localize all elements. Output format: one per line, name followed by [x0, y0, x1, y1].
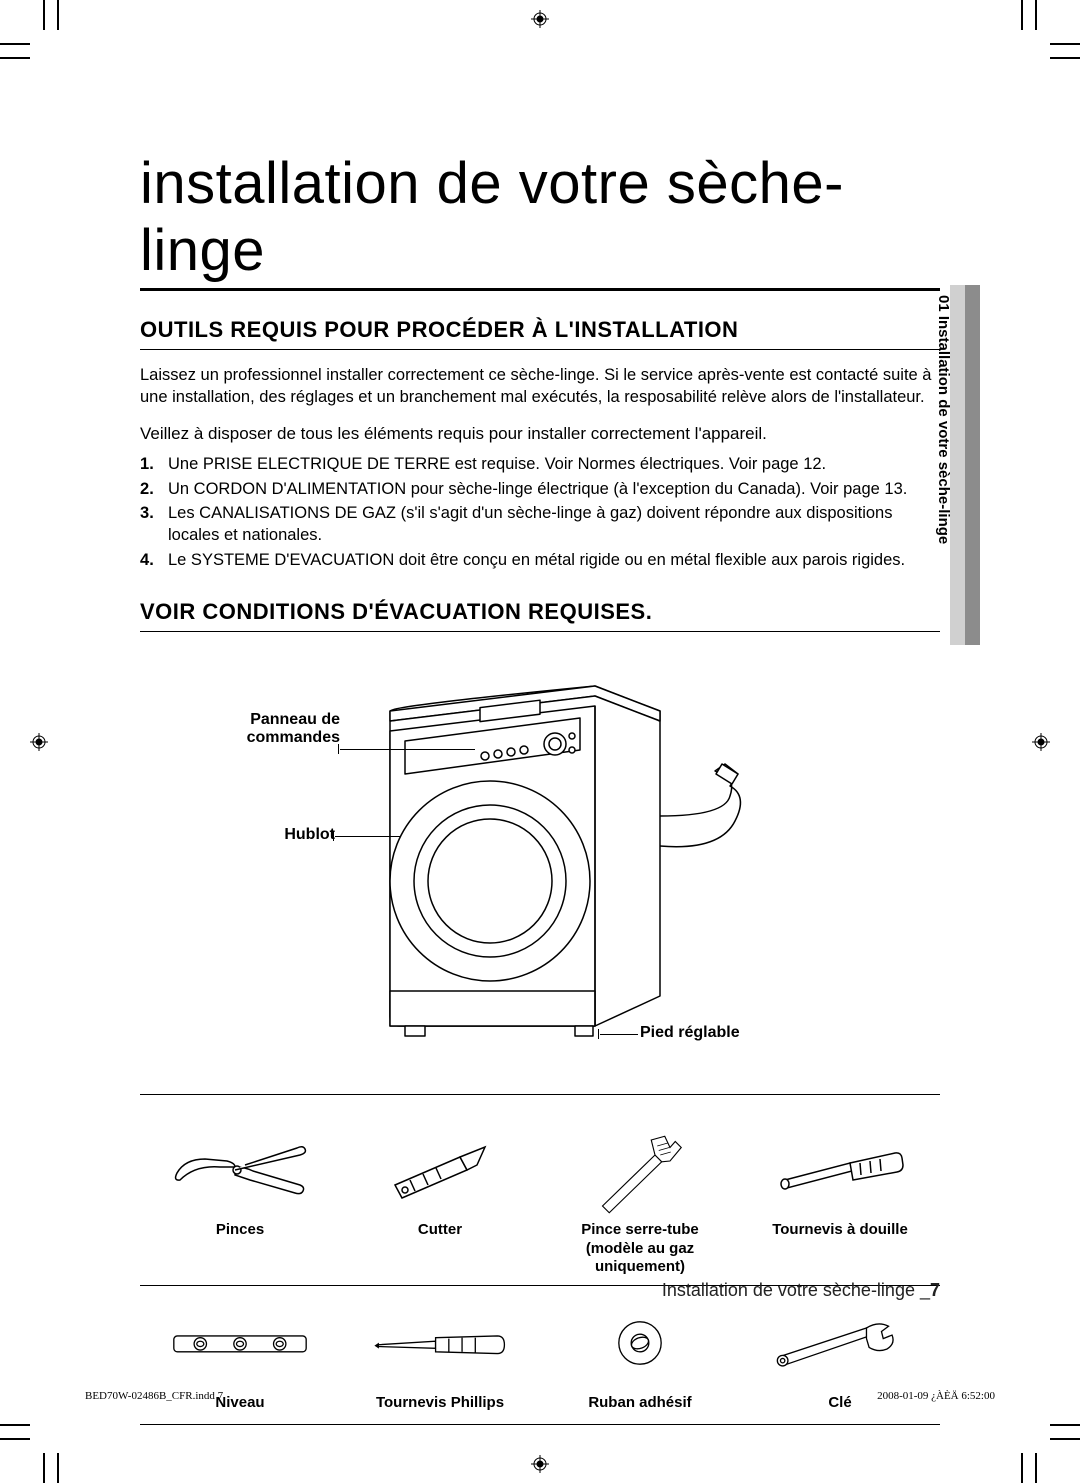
intro-paragraph: Laissez un professionnel installer corre… — [140, 364, 940, 409]
cutter-icon — [365, 1125, 515, 1215]
crop-mark — [0, 1438, 30, 1440]
print-footer-right: 2008-01-09 ¿ÀÈÄ 6:52:00 — [877, 1390, 995, 1402]
print-footer-left: BED70W-02486B_CFR.indd 7 — [85, 1390, 223, 1402]
registration-mark-icon — [1032, 733, 1050, 751]
crop-mark — [1050, 43, 1080, 45]
callout-label: Hublot — [284, 826, 335, 843]
tool-row: Pinces Cutter Pince serre-tube (modèle a… — [140, 1113, 940, 1286]
requirement-item: Les CANALISATIONS DE GAZ (s'il s'agit d'… — [140, 502, 940, 547]
footer-text: Installation de votre sèche-linge _ — [662, 1280, 930, 1300]
tape-icon — [565, 1298, 715, 1388]
phillips-screwdriver-icon — [365, 1298, 515, 1388]
footer-page-number: 7 — [930, 1280, 940, 1300]
callout-label: Pied réglable — [640, 1024, 740, 1041]
crop-mark — [1035, 1453, 1037, 1483]
tab-bar-dark — [965, 285, 980, 645]
divider — [140, 1424, 940, 1425]
page-title: installation de votre sèche-linge — [140, 150, 940, 291]
requirements-list: Une PRISE ELECTRIQUE DE TERRE est requis… — [140, 453, 940, 570]
crop-mark — [0, 57, 30, 59]
print-footer: BED70W-02486B_CFR.indd 7 2008-01-09 ¿ÀÈÄ… — [85, 1390, 995, 1402]
crop-mark — [43, 1453, 45, 1483]
page-content: installation de votre sèche-linge OUTILS… — [140, 150, 940, 1425]
crop-mark — [0, 1424, 30, 1426]
crop-mark — [1050, 1424, 1080, 1426]
tab-bar-light — [950, 285, 965, 645]
chapter-tab: 01 Installation de votre sèche-linge — [950, 285, 980, 645]
divider — [140, 1094, 940, 1095]
crop-mark — [1021, 1453, 1023, 1483]
tool-cutter: Cutter — [340, 1113, 540, 1285]
tool-pliers: Pinces — [140, 1113, 340, 1285]
dryer-diagram: Panneau de commandes Hublot Pied réglabl… — [140, 646, 940, 1086]
wrench-icon — [765, 1298, 915, 1388]
crop-mark — [43, 0, 45, 30]
level-icon — [165, 1298, 315, 1388]
dryer-illustration-icon — [330, 646, 750, 1086]
tools-grid: Pinces Cutter Pince serre-tube (modèle a… — [140, 1113, 940, 1424]
registration-mark-icon — [531, 1455, 549, 1473]
crop-mark — [57, 0, 59, 30]
tool-label: Pinces — [216, 1221, 264, 1277]
tool-nut-driver: Tournevis à douille — [740, 1113, 940, 1285]
crop-mark — [57, 1453, 59, 1483]
lead-paragraph: Veillez à disposer de tous les éléments … — [140, 423, 940, 446]
requirement-item: Une PRISE ELECTRIQUE DE TERRE est requis… — [140, 453, 940, 475]
registration-mark-icon — [531, 10, 549, 28]
tool-label: Tournevis à douille — [772, 1221, 908, 1277]
tool-level: Niveau — [140, 1286, 340, 1424]
callout-door: Hublot — [270, 826, 335, 844]
pipe-wrench-icon — [565, 1125, 715, 1215]
tool-label: Cutter — [418, 1221, 462, 1277]
crop-mark — [1035, 0, 1037, 30]
requirement-item: Le SYSTEME D'EVACUATION doit être conçu … — [140, 549, 940, 571]
crop-mark — [1021, 0, 1023, 30]
crop-mark — [0, 43, 30, 45]
tool-row: Niveau Tournevis Phillips Ruban adhésif … — [140, 1286, 940, 1424]
tool-tape: Ruban adhésif — [540, 1286, 740, 1424]
nut-driver-icon — [765, 1125, 915, 1215]
callout-foot: Pied réglable — [640, 1024, 740, 1042]
tool-label: Pince serre-tube (modèle au gaz uniqueme… — [581, 1221, 699, 1277]
callout-control-panel: Panneau de commandes — [220, 711, 340, 747]
section-title-exhaust: VOIR CONDITIONS D'ÉVACUATION REQUISES. — [140, 599, 940, 632]
page-footer: Installation de votre sèche-linge _7 — [662, 1280, 940, 1301]
requirement-item: Un CORDON D'ALIMENTATION pour sèche-ling… — [140, 478, 940, 500]
crop-mark — [1050, 1438, 1080, 1440]
crop-mark — [1050, 57, 1080, 59]
section-title-tools: OUTILS REQUIS POUR PROCÉDER À L'INSTALLA… — [140, 317, 940, 350]
pliers-icon — [165, 1125, 315, 1215]
registration-mark-icon — [30, 733, 48, 751]
tool-phillips: Tournevis Phillips — [340, 1286, 540, 1424]
tool-wrench: Clé — [740, 1286, 940, 1424]
callout-label: Panneau de commandes — [220, 711, 340, 747]
tool-pipe-wrench: Pince serre-tube (modèle au gaz uniqueme… — [540, 1113, 740, 1285]
